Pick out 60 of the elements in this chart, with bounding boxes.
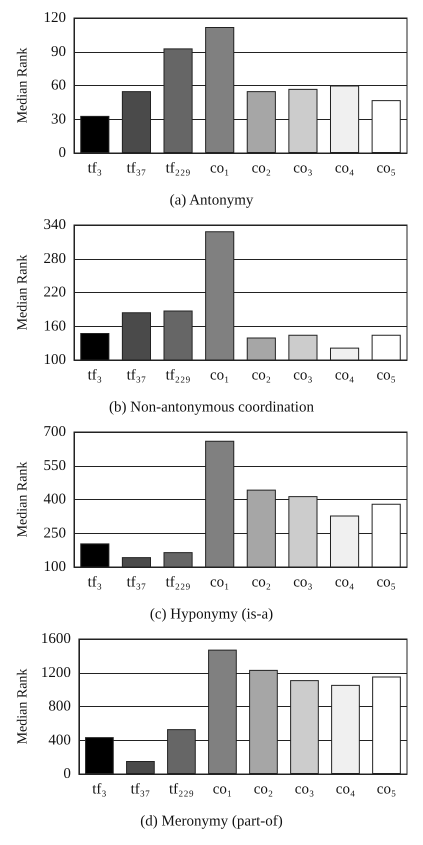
y-tick-label: 400 [44,492,66,508]
y-tick-label: 340 [44,217,66,233]
x-tick-label: tf₂₂₉ [169,782,194,798]
x-tick-label: co₅ [376,368,396,384]
y-tick-label: 0 [63,766,71,782]
text: (d) Meronymy (part-of) [140,814,283,830]
x-tick-label: co₄ [334,574,354,590]
x-tick-label: tf₂₂₉ [166,160,190,176]
y-tick-label: 250 [44,525,66,542]
y-tick-label: 220 [44,284,66,300]
x-tick-label: co₁ [210,160,230,176]
x-tick-label: co₃ [293,368,313,384]
x-tick-label: tf₃₇ [130,782,150,798]
y-tick-label: 1200 [40,664,71,681]
x-tick-label: co₅ [376,574,396,590]
x-tick-label: tf₂₂₉ [166,368,190,384]
y-tick-label: 1600 [40,631,71,647]
x-tick-label: co₄ [334,160,354,176]
x-tick-label: tf₃₇ [126,160,146,176]
x-tick-label: tf₃ [88,160,102,176]
x-tick-label: co₃ [293,574,313,590]
x-tick-label: co₂ [252,160,272,176]
x-tick-label: co₁ [210,368,230,384]
y-tick-label: 800 [48,698,71,714]
y-tick-label: 30 [51,111,66,128]
y-tick-label: 120 [44,10,66,26]
x-tick-label: co₂ [252,574,272,590]
y-tick-label: 90 [51,44,66,60]
y-axis-title: Median Rank [16,462,30,538]
x-tick-label: co₂ [254,782,274,798]
x-tick-label: co₁ [210,574,230,590]
x-tick-label: tf₃ [88,574,102,590]
y-tick-label: 100 [44,559,66,575]
y-tick-label: 700 [44,424,66,440]
x-tick-label: co₃ [294,782,314,798]
x-tick-label: co₄ [336,782,356,798]
y-tick-label: 550 [44,458,66,474]
x-tick-label: tf₃₇ [126,574,146,590]
y-tick-label: 0 [58,145,66,161]
x-tick-label: co₂ [252,368,272,384]
x-tick-label: co₅ [376,160,396,176]
text: (a) Antonymy [170,192,254,208]
x-tick-label: tf₃ [92,782,107,798]
x-tick-label: tf₂₂₉ [166,574,190,590]
x-tick-label: co₅ [376,782,396,798]
x-tick-label: co₁ [212,782,232,798]
x-tick-label: co₃ [293,160,313,176]
y-tick-label: 60 [51,78,66,94]
y-axis-title: Median Rank [16,254,30,330]
text: (c) Hyponymy (is-a) [150,606,274,622]
y-axis-title: Median Rank [16,668,30,744]
x-tick-label: tf₃₇ [126,368,146,384]
y-tick-label: 100 [44,352,66,368]
x-tick-label: tf₃ [88,368,102,384]
y-tick-label: 400 [48,732,71,748]
y-tick-label: 160 [44,318,66,334]
y-axis-title: Median Rank [16,48,30,124]
text: (b) Non-antonymous coordination [109,400,314,416]
y-tick-label: 280 [44,250,66,267]
x-tick-label: co₄ [334,368,354,384]
